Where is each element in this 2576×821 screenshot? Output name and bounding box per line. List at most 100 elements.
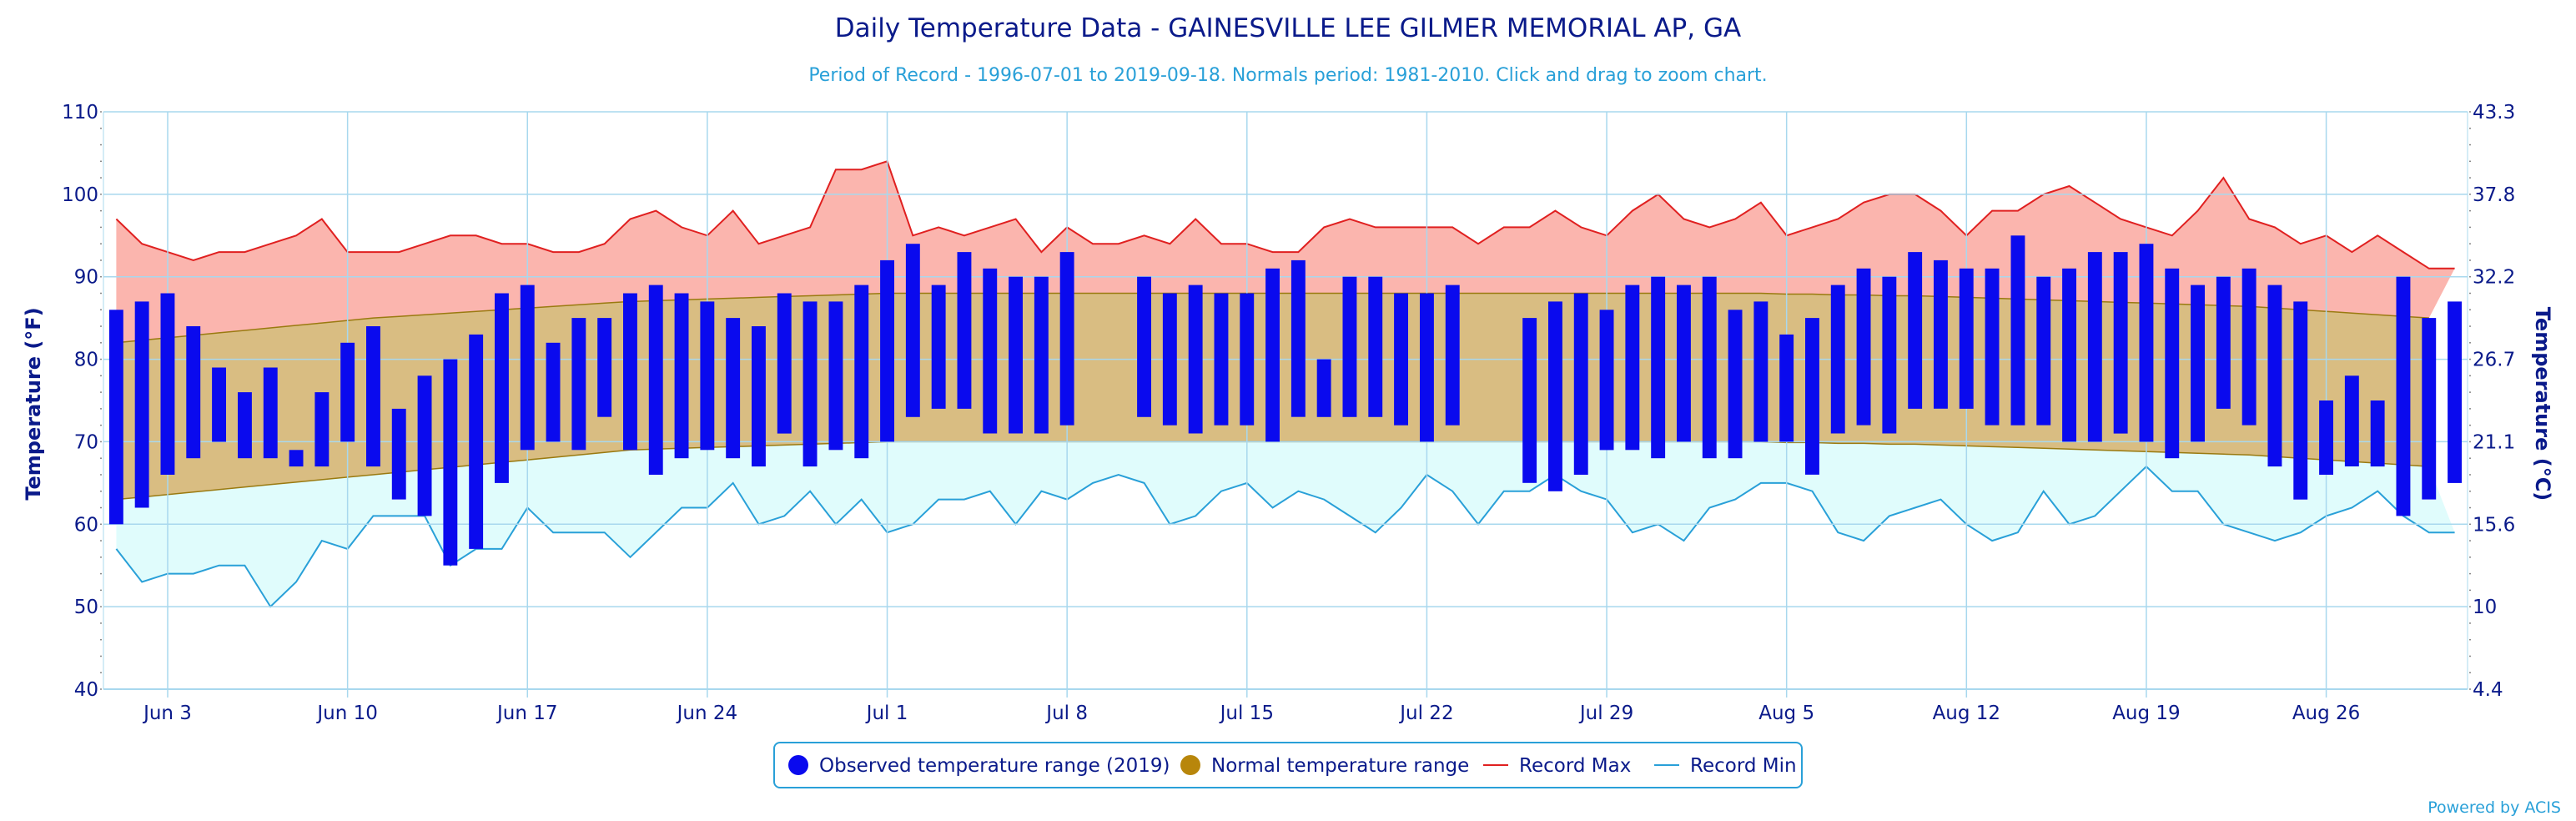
x-tick-label: Jul 15 (1219, 703, 1274, 724)
y-tick-right: 26.7 (2473, 350, 2515, 371)
x-tick-label: Aug 12 (1933, 703, 2001, 724)
observed-range-bar (2267, 285, 2282, 467)
record-max-band (116, 161, 2455, 343)
record-max-line (115, 160, 2455, 269)
x-tick-label: Jul 29 (1578, 703, 1633, 724)
legend-item-record-min[interactable]: Record Min (1654, 755, 1797, 777)
chart-subtitle: Period of Record - 1996-07-01 to 2019-09… (808, 65, 1767, 86)
observed-range-bar (880, 259, 894, 442)
observed-range-bar (263, 367, 278, 459)
chart-title: Daily Temperature Data - GAINESVILLE LEE… (835, 13, 1741, 43)
observed-range-bar (1240, 293, 1255, 426)
x-tick-label: Jun 10 (315, 703, 378, 724)
observed-range-bar (1830, 285, 1845, 434)
observed-range-bar (1291, 259, 1306, 417)
x-tick-label: Aug 5 (1758, 703, 1814, 724)
y-tick-left: 90 (74, 267, 98, 289)
observed-range-bar (2293, 301, 2308, 500)
legend-observed-label: Observed temperature range (2019) (819, 755, 1170, 777)
credit-link[interactable]: Powered by ACIS (2428, 798, 2561, 817)
observed-range-bar (2036, 276, 2051, 426)
axes: 110 43.3 100 37.8 90 32.2 80 26.7 70 21.1 60 15.6 50… (62, 102, 2515, 724)
record-min-line (115, 465, 2455, 608)
observed-range-bar (648, 285, 663, 475)
observed-range-bar (1162, 293, 1177, 426)
observed-range-bar (2087, 252, 2102, 442)
observed-range-bar (2344, 375, 2359, 466)
y-tick-right: 37.8 (2473, 184, 2515, 206)
observed-range-bar (726, 318, 741, 459)
observed-range-bar (1908, 252, 1923, 409)
observed-range-bar (2062, 268, 2076, 442)
observed-range-bar (854, 285, 869, 459)
observed-range-bar (1137, 276, 1151, 417)
legend-box (773, 742, 1803, 788)
observed-range-bar (314, 392, 330, 467)
observed-range-bar (1368, 276, 1383, 417)
observed-range-bar (1522, 318, 1537, 483)
legend-item-observed[interactable]: Observed temperature range (2019) (788, 755, 1170, 777)
observed-range-bar (1034, 276, 1049, 434)
observed-range-bar (546, 342, 561, 442)
plot-bands (115, 160, 2455, 608)
legend-item-record-max[interactable]: Record Max (1483, 755, 1631, 777)
observed-range-bar (2010, 235, 2025, 426)
observed-range-bar (160, 293, 175, 475)
observed-range-bar (366, 326, 380, 467)
y-tick-right: 4.4 (2473, 679, 2503, 701)
observed-range-bar (2396, 276, 2411, 516)
legend-normal-label: Normal temperature range (1211, 755, 1469, 777)
observed-range-bar (2113, 252, 2128, 434)
observed-range-bar (752, 326, 766, 467)
x-tick-label: Aug 26 (2292, 703, 2361, 724)
observed-range-bar (1548, 301, 1562, 491)
observed-range-bar (905, 244, 920, 417)
legend[interactable]: Observed temperature range (2019) Normal… (773, 742, 1803, 788)
observed-range-bar (2191, 285, 2205, 442)
legend-item-normal[interactable]: Normal temperature range (1180, 755, 1469, 777)
observed-range-bar (828, 301, 843, 451)
observed-range-bar (1779, 334, 1794, 442)
observed-range-bar (1394, 293, 1408, 426)
observed-range-bar (2165, 268, 2180, 459)
observed-range-bar (495, 293, 509, 483)
observed-range-bar (1059, 252, 1074, 426)
observed-range-bar (1651, 276, 1666, 459)
observed-range-bar (1188, 285, 1203, 434)
y-tick-left: 110 (62, 102, 98, 123)
observed-range-bar (931, 285, 946, 409)
observed-range-bar (597, 318, 612, 417)
observed-range-bar (1573, 293, 1588, 475)
observed-range-bar (2216, 276, 2231, 409)
observed-range-bar (289, 450, 304, 467)
observed-range-bar (1445, 285, 1460, 426)
observed-range-bar (1753, 301, 1768, 442)
observed-range-bar (1625, 285, 1640, 451)
observed-range-bar (2241, 268, 2257, 426)
observed-range-bar (238, 392, 252, 459)
observed-range-bar (571, 318, 586, 451)
x-tick-label: Jun 3 (142, 703, 192, 724)
observed-range-bar (520, 285, 535, 451)
y-tick-left: 40 (74, 679, 98, 701)
observed-range-bar (108, 310, 123, 525)
observed-range-bar (1265, 268, 1280, 442)
y-tick-right: 43.3 (2473, 102, 2515, 123)
observed-range-bar (1677, 285, 1691, 442)
y-tick-left: 60 (74, 514, 98, 536)
observed-range-bar (2139, 244, 2154, 442)
observed-range-bar (1805, 318, 1819, 475)
record-min-band (116, 441, 2455, 607)
y-tick-right: 10 (2473, 597, 2497, 618)
observed-range-bar (417, 375, 432, 516)
observed-range-bar (983, 268, 998, 434)
legend-record-max-label: Record Max (1519, 755, 1631, 777)
x-tick-label: Jul 22 (1398, 703, 1453, 724)
observed-range-bar (134, 301, 149, 508)
observed-range-bar (1420, 293, 1434, 442)
observed-range-bar (1934, 259, 1948, 409)
y-axis-left-title: Temperature (°F) (22, 307, 45, 500)
observed-bars (108, 235, 2462, 566)
observed-range-bar (443, 359, 458, 566)
